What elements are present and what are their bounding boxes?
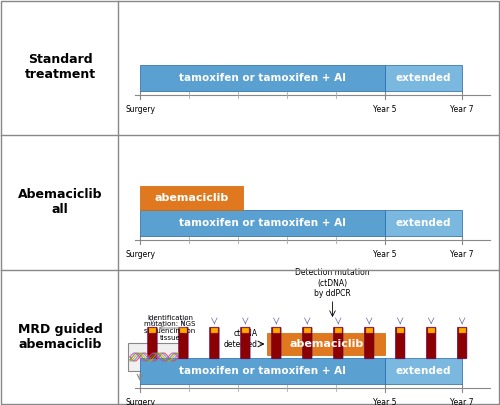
Bar [242, 328, 249, 333]
FancyBboxPatch shape [272, 327, 281, 359]
Bar [428, 328, 434, 333]
FancyBboxPatch shape [240, 327, 250, 359]
Text: abemaciclib: abemaciclib [154, 193, 228, 203]
Bar [385, 65, 462, 91]
Text: tamoxifen or tamoxifen + AI: tamoxifen or tamoxifen + AI [179, 218, 346, 228]
FancyBboxPatch shape [148, 327, 157, 359]
FancyBboxPatch shape [426, 327, 436, 359]
Bar [140, 210, 385, 236]
Bar [396, 328, 404, 333]
Bar [180, 328, 187, 333]
Text: Identification
mutation: NGS
sequencing on
tissue: Identification mutation: NGS sequencing … [144, 315, 196, 341]
Text: Surgery: Surgery [125, 398, 155, 405]
Text: Surgery: Surgery [125, 250, 155, 259]
Text: Year 5: Year 5 [373, 105, 397, 114]
Text: Year 7: Year 7 [450, 250, 474, 259]
FancyBboxPatch shape [178, 327, 188, 359]
Bar [128, 343, 180, 371]
Text: Year 5: Year 5 [373, 250, 397, 259]
Bar [458, 328, 466, 333]
Text: tamoxifen or tamoxifen + AI: tamoxifen or tamoxifen + AI [179, 366, 346, 376]
Bar [140, 65, 385, 91]
FancyBboxPatch shape [396, 327, 405, 359]
Bar [268, 333, 385, 355]
Text: ctDNA
detected: ctDNA detected [224, 329, 258, 349]
FancyBboxPatch shape [302, 327, 312, 359]
Bar [385, 358, 462, 384]
Text: Standard
treatment: Standard treatment [24, 53, 96, 81]
Text: Year 7: Year 7 [450, 105, 474, 114]
Text: extended: extended [396, 366, 451, 376]
Bar [334, 328, 342, 333]
FancyBboxPatch shape [458, 327, 467, 359]
Bar [366, 328, 372, 333]
FancyBboxPatch shape [364, 327, 374, 359]
Bar [211, 328, 218, 333]
Text: extended: extended [396, 73, 451, 83]
Text: Detection mutation
(ctDNA)
by ddPCR: Detection mutation (ctDNA) by ddPCR [295, 268, 370, 298]
Text: extended: extended [396, 218, 451, 228]
Bar [140, 186, 243, 210]
Bar [149, 328, 156, 333]
FancyBboxPatch shape [334, 327, 343, 359]
Bar [385, 210, 462, 236]
Bar [304, 328, 311, 333]
Text: Surgery: Surgery [125, 105, 155, 114]
Bar [140, 358, 385, 384]
Text: Year 5: Year 5 [373, 398, 397, 405]
FancyBboxPatch shape [210, 327, 219, 359]
Text: Abemaciclib
all: Abemaciclib all [18, 188, 102, 216]
Text: MRD guided
abemaciclib: MRD guided abemaciclib [18, 323, 102, 351]
Text: tamoxifen or tamoxifen + AI: tamoxifen or tamoxifen + AI [179, 73, 346, 83]
Bar [273, 328, 280, 333]
Text: Year 7: Year 7 [450, 398, 474, 405]
Text: abemaciclib: abemaciclib [289, 339, 364, 349]
